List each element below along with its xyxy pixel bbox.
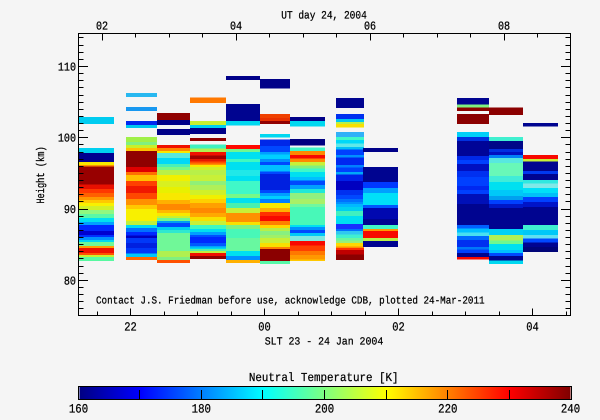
svg-text:Contact J.S. Friedman before u: Contact J.S. Friedman before use, acknow… bbox=[96, 294, 485, 307]
svg-text:00: 00 bbox=[258, 321, 270, 335]
svg-text:160: 160 bbox=[69, 403, 88, 417]
svg-text:90: 90 bbox=[64, 205, 76, 218]
svg-text:100: 100 bbox=[58, 133, 76, 146]
svg-text:UT day 24, 2004: UT day 24, 2004 bbox=[281, 9, 367, 22]
svg-text:02: 02 bbox=[96, 21, 108, 34]
svg-text:04: 04 bbox=[526, 321, 538, 335]
svg-text:200: 200 bbox=[315, 403, 334, 417]
svg-text:110: 110 bbox=[58, 62, 76, 75]
svg-text:04: 04 bbox=[230, 21, 242, 34]
svg-text:06: 06 bbox=[364, 21, 376, 34]
svg-text:02: 02 bbox=[392, 321, 404, 335]
svg-text:Neutral Temperature [K]: Neutral Temperature [K] bbox=[249, 372, 399, 385]
svg-text:220: 220 bbox=[438, 403, 457, 417]
svg-text:SLT 23 - 24 Jan 2004: SLT 23 - 24 Jan 2004 bbox=[265, 336, 384, 348]
svg-text:80: 80 bbox=[64, 276, 76, 289]
svg-text:180: 180 bbox=[192, 403, 211, 417]
svg-text:08: 08 bbox=[498, 21, 510, 34]
svg-text:22: 22 bbox=[124, 321, 136, 335]
svg-text:Height (km): Height (km) bbox=[35, 146, 48, 203]
svg-text:240: 240 bbox=[561, 403, 580, 417]
